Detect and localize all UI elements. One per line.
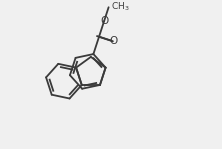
Text: CH$_3$: CH$_3$ xyxy=(111,0,129,13)
Text: O: O xyxy=(110,36,118,46)
Text: O: O xyxy=(100,16,108,26)
